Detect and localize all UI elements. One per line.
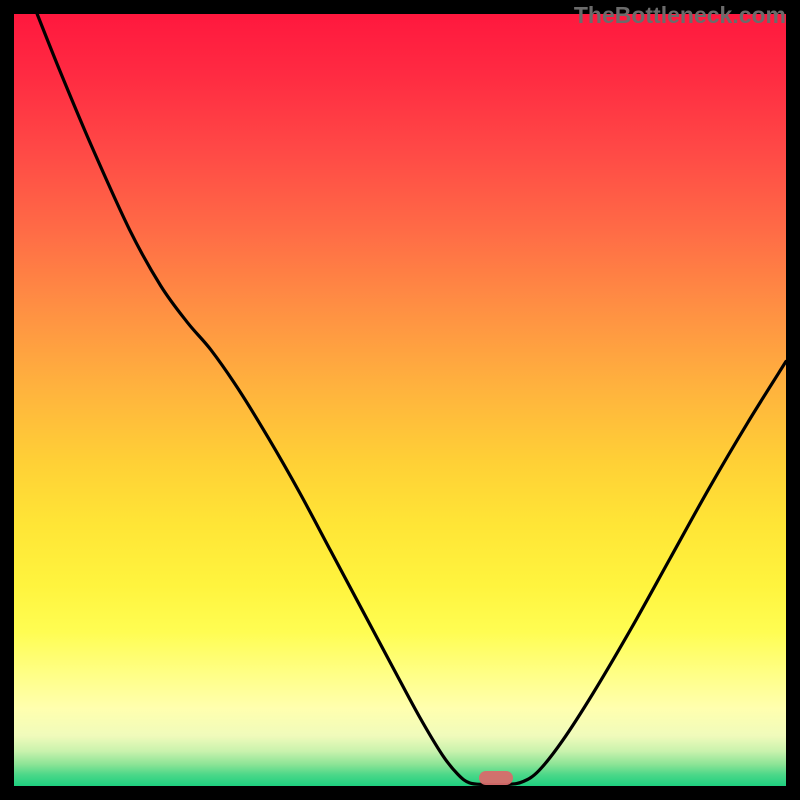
- bottleneck-curve: [14, 14, 786, 786]
- plot-area: [14, 14, 786, 786]
- optimal-marker: [479, 771, 513, 785]
- watermark-text: TheBottleneck.com: [574, 2, 786, 29]
- bottleneck-chart: TheBottleneck.com: [0, 0, 800, 800]
